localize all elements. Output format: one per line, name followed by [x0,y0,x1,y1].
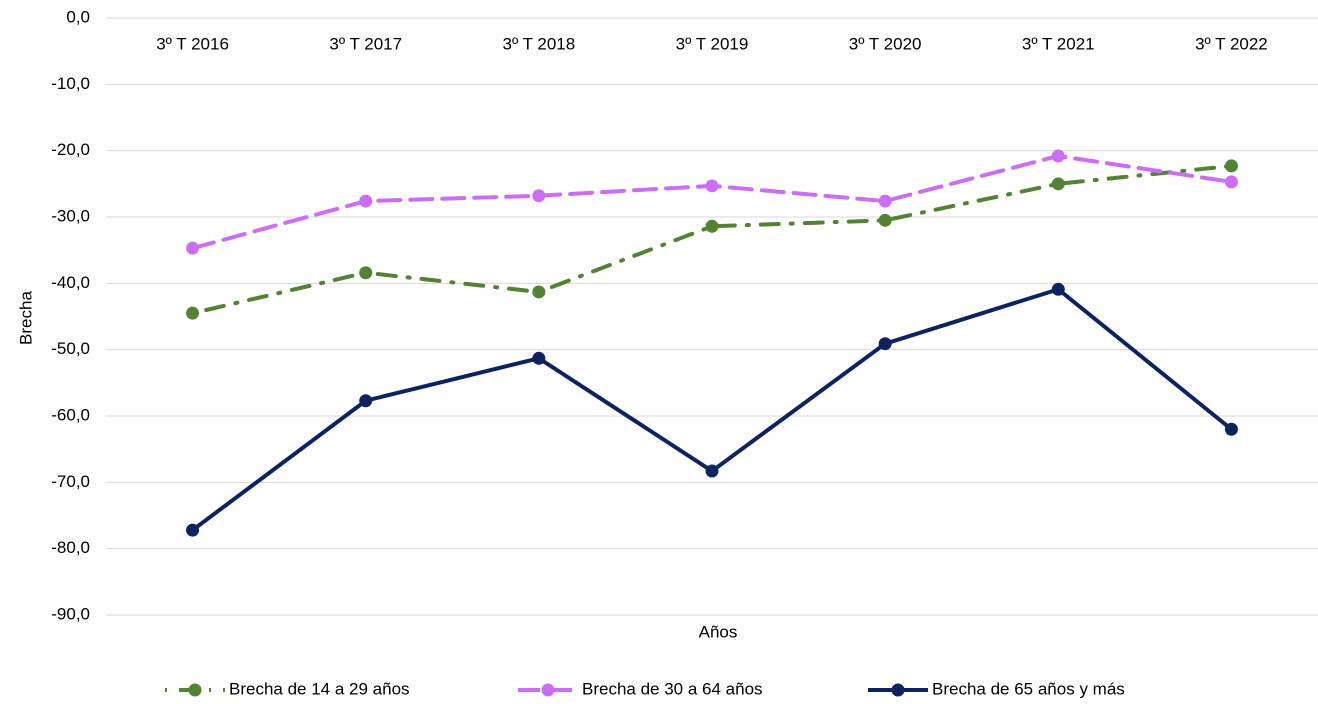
legend-marker [891,683,905,697]
data-point [705,219,719,233]
data-point [1224,422,1238,436]
legend-marker [188,683,202,697]
x-tick-label: 3º T 2017 [329,34,402,53]
y-tick-label: -60,0 [51,405,90,424]
data-point [532,351,546,365]
y-tick-label: -80,0 [51,538,90,557]
legend-label: Brecha de 30 a 64 años [582,679,763,698]
legend-label: Brecha de 65 años y más [932,679,1125,698]
data-point [705,179,719,193]
x-tick-label: 3º T 2018 [503,34,576,53]
data-point [1224,159,1238,173]
x-axis-title: Años [699,622,738,641]
y-tick-label: -40,0 [51,273,90,292]
y-tick-label: -90,0 [51,604,90,623]
data-point [186,241,200,255]
x-tick-label: 3º T 2020 [849,34,922,53]
x-tick-label: 3º T 2019 [676,34,749,53]
data-point [878,194,892,208]
data-point [1224,175,1238,189]
data-point [1051,149,1065,163]
data-point [1051,177,1065,191]
data-point [878,337,892,351]
y-tick-label: 0,0 [66,7,90,26]
data-point [878,213,892,227]
series-line [190,287,1234,533]
y-tick-label: -30,0 [51,206,90,225]
y-tick-label: -10,0 [51,74,90,93]
legend-label: Brecha de 14 a 29 años [229,679,410,698]
series-line [190,153,1234,251]
x-tick-label: 3º T 2016 [156,34,229,53]
data-point [705,464,719,478]
data-point [186,523,200,537]
data-point [359,266,373,280]
y-tick-label: -70,0 [51,472,90,491]
data-point [359,394,373,408]
data-point [532,189,546,203]
x-tick-label: 3º T 2021 [1022,34,1095,53]
data-point [532,285,546,299]
y-tick-label: -20,0 [51,140,90,159]
data-point [186,306,200,320]
y-tick-label: -50,0 [51,339,90,358]
y-axis-title: Brecha [16,291,35,345]
data-point [359,194,373,208]
x-tick-label: 3º T 2022 [1195,34,1268,53]
legend-marker [541,683,555,697]
data-point [1051,282,1065,296]
